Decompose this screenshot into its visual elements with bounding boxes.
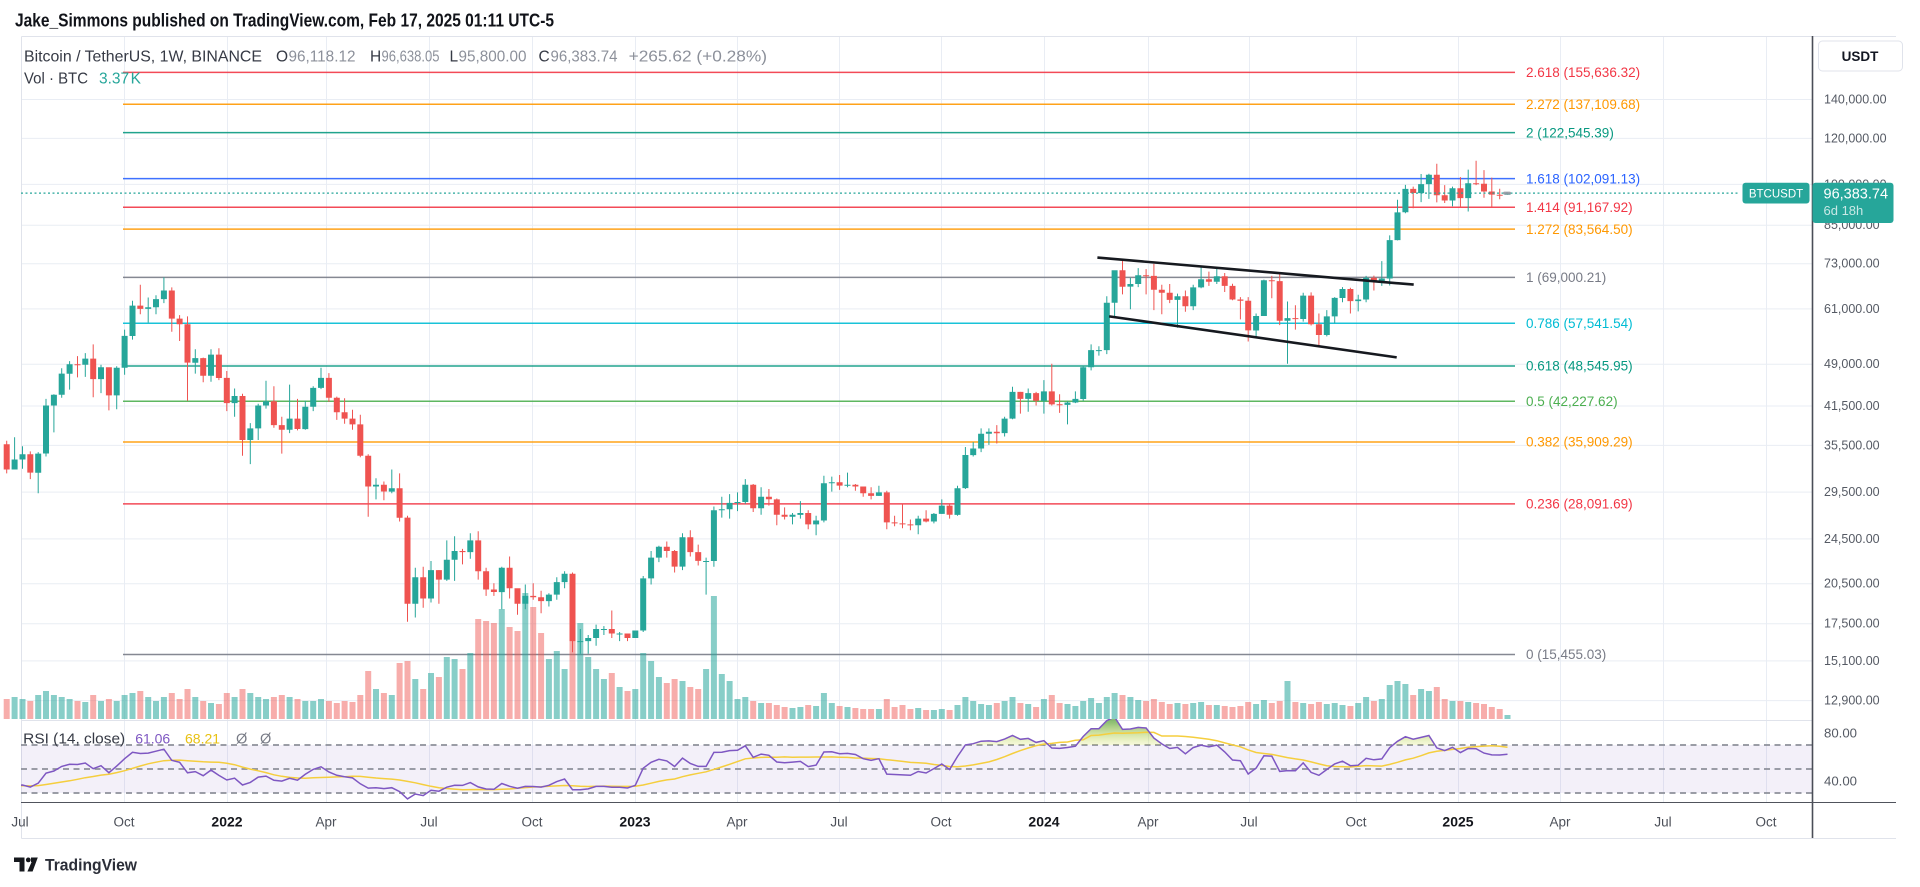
svg-text:29,500.00: 29,500.00	[1824, 485, 1880, 499]
svg-text:40.00: 40.00	[1824, 774, 1857, 789]
svg-text:Jake_Simmons published on Trad: Jake_Simmons published on TradingView.co…	[15, 10, 554, 31]
svg-text:2.618 (155,636.32): 2.618 (155,636.32)	[1526, 65, 1640, 80]
svg-text:1.414 (91,167.92): 1.414 (91,167.92)	[1526, 200, 1633, 215]
svg-text:0.382 (35,909.29): 0.382 (35,909.29)	[1526, 435, 1633, 450]
svg-text:Jul: Jul	[1240, 815, 1257, 830]
svg-text:Oct: Oct	[113, 815, 134, 830]
svg-text:2.272 (137,109.68): 2.272 (137,109.68)	[1526, 97, 1640, 112]
svg-text:2 (122,545.39): 2 (122,545.39)	[1526, 125, 1614, 140]
svg-text:0.786 (57,541.54): 0.786 (57,541.54)	[1526, 316, 1633, 331]
svg-text:Oct: Oct	[930, 815, 951, 830]
svg-text:41,500.00: 41,500.00	[1824, 399, 1880, 413]
svg-text:2022: 2022	[211, 814, 242, 830]
svg-text:12,900.00: 12,900.00	[1824, 694, 1880, 708]
svg-text:35,500.00: 35,500.00	[1824, 438, 1880, 452]
svg-text:RSI (14, close): RSI (14, close)	[23, 732, 125, 748]
svg-text:C: C	[539, 49, 550, 66]
svg-text:Jul: Jul	[1654, 815, 1671, 830]
svg-text:20,500.00: 20,500.00	[1824, 577, 1880, 591]
svg-text:1.272 (83,564.50): 1.272 (83,564.50)	[1526, 222, 1633, 237]
svg-text:49,000.00: 49,000.00	[1824, 357, 1880, 371]
svg-text:Vol · BTC: Vol · BTC	[24, 71, 88, 88]
svg-text:73,000.00: 73,000.00	[1824, 257, 1880, 271]
svg-text:USDT: USDT	[1842, 49, 1880, 64]
svg-text:Jul: Jul	[420, 815, 437, 830]
svg-text:6d 18h: 6d 18h	[1824, 203, 1864, 218]
svg-text:96,638.05: 96,638.05	[382, 49, 440, 66]
svg-text:Bitcoin / TetherUS, 1W, BINANC: Bitcoin / TetherUS, 1W, BINANCE	[24, 49, 262, 66]
svg-text:120,000.00: 120,000.00	[1824, 131, 1887, 145]
svg-text:2025: 2025	[1442, 814, 1473, 830]
svg-text:Oct: Oct	[1345, 815, 1366, 830]
svg-text:1 (69,000.21): 1 (69,000.21)	[1526, 270, 1606, 285]
svg-text:1.618 (102,091.13): 1.618 (102,091.13)	[1526, 171, 1640, 186]
svg-text:15,100.00: 15,100.00	[1824, 654, 1880, 668]
svg-text:Apr: Apr	[1549, 815, 1571, 830]
svg-text:Apr: Apr	[1137, 815, 1159, 830]
svg-text:80.00: 80.00	[1824, 726, 1857, 741]
svg-text:0.236 (28,091.69): 0.236 (28,091.69)	[1526, 497, 1633, 512]
svg-text:96,118.12: 96,118.12	[289, 49, 356, 66]
svg-text:Apr: Apr	[315, 815, 337, 830]
svg-text:+265.62 (+0.28%): +265.62 (+0.28%)	[629, 49, 767, 66]
svg-text:H: H	[370, 49, 381, 66]
svg-text:140,000.00: 140,000.00	[1824, 92, 1887, 106]
svg-text:L: L	[450, 49, 459, 66]
svg-text:O: O	[276, 49, 288, 66]
svg-text:2024: 2024	[1028, 814, 1059, 830]
svg-text:2023: 2023	[619, 814, 650, 830]
svg-text:Jul: Jul	[830, 815, 847, 830]
svg-text:Ø: Ø	[260, 732, 271, 748]
svg-text:68.21: 68.21	[185, 731, 220, 747]
svg-text:Oct: Oct	[1755, 815, 1776, 830]
svg-text:TradingView: TradingView	[45, 857, 137, 875]
svg-text:96,383.74: 96,383.74	[551, 49, 618, 66]
svg-text:0.618 (48,545.95): 0.618 (48,545.95)	[1526, 359, 1633, 374]
svg-text:3.37K: 3.37K	[99, 71, 142, 88]
svg-text:96,383.74: 96,383.74	[1824, 186, 1889, 202]
svg-text:Apr: Apr	[726, 815, 748, 830]
svg-text:Jul: Jul	[11, 815, 28, 830]
svg-text:0.5 (42,227.62): 0.5 (42,227.62)	[1526, 394, 1618, 409]
svg-text:24,500.00: 24,500.00	[1824, 532, 1880, 546]
svg-text:Ø: Ø	[236, 732, 247, 748]
svg-text:61.06: 61.06	[135, 731, 170, 747]
svg-text:BTCUSDT: BTCUSDT	[1749, 188, 1803, 200]
svg-text:95,800.00: 95,800.00	[459, 49, 527, 66]
svg-text:17,500.00: 17,500.00	[1824, 617, 1880, 631]
svg-text:61,000.00: 61,000.00	[1824, 302, 1880, 316]
svg-text:0 (15,455.03): 0 (15,455.03)	[1526, 647, 1606, 662]
svg-text:Oct: Oct	[521, 815, 542, 830]
